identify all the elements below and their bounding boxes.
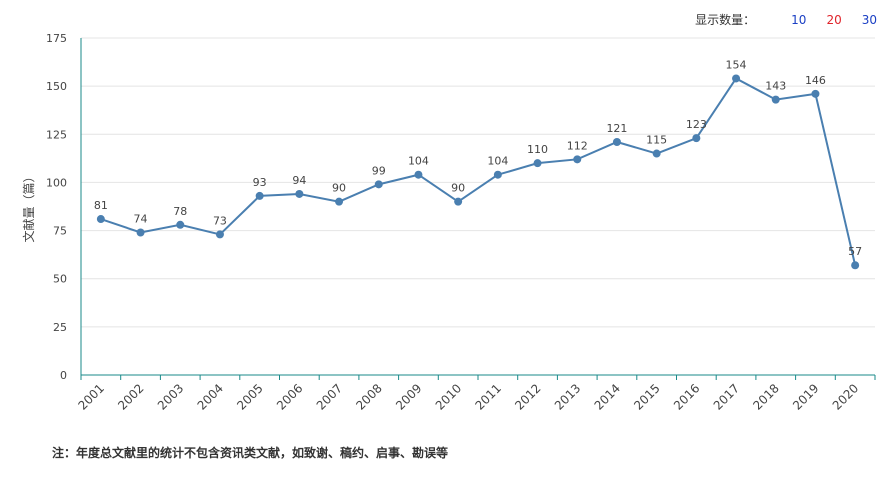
x-tick-label: 2015 bbox=[631, 381, 662, 412]
data-point bbox=[573, 155, 582, 164]
data-point bbox=[851, 261, 860, 270]
data-point bbox=[692, 134, 701, 143]
data-point bbox=[811, 89, 820, 98]
data-point bbox=[215, 230, 224, 239]
y-tick-label: 150 bbox=[46, 80, 67, 93]
data-point bbox=[374, 180, 383, 189]
x-tick-label: 2006 bbox=[274, 381, 305, 412]
y-tick-label: 125 bbox=[46, 128, 67, 141]
data-point bbox=[652, 149, 661, 158]
x-tick-label: 2013 bbox=[552, 381, 583, 412]
display-count-30-option[interactable]: 30 bbox=[861, 12, 877, 27]
x-tick-label: 2001 bbox=[75, 381, 106, 412]
x-tick-label: 2002 bbox=[115, 381, 146, 412]
data-label: 99 bbox=[372, 164, 386, 177]
data-label: 90 bbox=[332, 182, 346, 195]
data-point bbox=[176, 220, 185, 229]
x-tick-label: 2010 bbox=[433, 381, 464, 412]
footnote: 注：年度总文献里的统计不包含资讯类文献，如致谢、稿约、启事、勘误等 bbox=[52, 446, 449, 460]
series-line bbox=[100, 77, 857, 266]
display-count-10-option[interactable]: 10 bbox=[791, 12, 807, 27]
x-tick-label: 2017 bbox=[711, 381, 742, 412]
x-tick-label: 2007 bbox=[314, 381, 345, 412]
data-label: 90 bbox=[451, 182, 465, 195]
data-point bbox=[732, 74, 741, 83]
data-label: 73 bbox=[213, 214, 227, 227]
data-point bbox=[612, 137, 621, 146]
y-tick-label: 175 bbox=[46, 32, 67, 45]
y-tick-label: 0 bbox=[60, 369, 67, 382]
display-count-bar: 显示数量： 10 20 30 bbox=[695, 11, 877, 28]
x-tick-label: 2020 bbox=[830, 381, 861, 412]
display-count-20-option[interactable]: 20 bbox=[826, 12, 842, 27]
data-label: 115 bbox=[646, 134, 667, 147]
data-label: 57 bbox=[848, 245, 862, 258]
data-label: 78 bbox=[173, 205, 187, 218]
x-tick-label: 2005 bbox=[234, 381, 265, 412]
data-point bbox=[414, 170, 423, 179]
x-tick-label: 2004 bbox=[195, 381, 226, 412]
data-point bbox=[96, 215, 105, 224]
y-tick-label: 50 bbox=[53, 273, 67, 286]
data-label: 112 bbox=[567, 139, 588, 152]
x-tick-label: 2014 bbox=[592, 381, 623, 412]
data-label: 110 bbox=[527, 143, 548, 156]
data-point bbox=[295, 189, 304, 198]
data-point bbox=[335, 197, 344, 206]
data-label: 143 bbox=[765, 80, 786, 93]
data-label: 81 bbox=[94, 199, 108, 212]
x-tick-label: 2016 bbox=[671, 381, 702, 412]
data-label: 93 bbox=[253, 176, 267, 189]
y-tick-label: 100 bbox=[46, 176, 67, 189]
y-axis-title: 文献量（篇） bbox=[21, 170, 36, 242]
data-label: 146 bbox=[805, 74, 826, 87]
x-tick-label: 2008 bbox=[353, 381, 384, 412]
line-chart: 0 25 50 75 100 125 150 175 2001 2002 2003 2004 2005 2… bbox=[21, 32, 876, 413]
x-tick-label: 2003 bbox=[155, 381, 186, 412]
y-tick-label: 25 bbox=[53, 321, 67, 334]
display-count-label: 显示数量： bbox=[695, 13, 756, 27]
data-point bbox=[771, 95, 780, 104]
data-point bbox=[136, 228, 145, 237]
x-tick-label: 2012 bbox=[512, 381, 543, 412]
data-point bbox=[533, 159, 542, 168]
data-point bbox=[493, 170, 502, 179]
data-point bbox=[255, 191, 264, 200]
data-label: 104 bbox=[408, 155, 429, 168]
data-label: 154 bbox=[726, 58, 747, 71]
x-tick-label: 2019 bbox=[790, 381, 821, 412]
data-label: 104 bbox=[487, 155, 508, 168]
data-label: 74 bbox=[134, 212, 148, 225]
data-label: 121 bbox=[606, 122, 627, 135]
data-label: 123 bbox=[686, 118, 707, 131]
data-label: 94 bbox=[292, 174, 306, 187]
x-tick-label: 2018 bbox=[750, 381, 781, 412]
data-point bbox=[454, 197, 463, 206]
y-tick-label: 75 bbox=[53, 225, 67, 238]
x-tick-label: 2009 bbox=[393, 381, 424, 412]
x-tick-label: 2011 bbox=[472, 381, 503, 412]
